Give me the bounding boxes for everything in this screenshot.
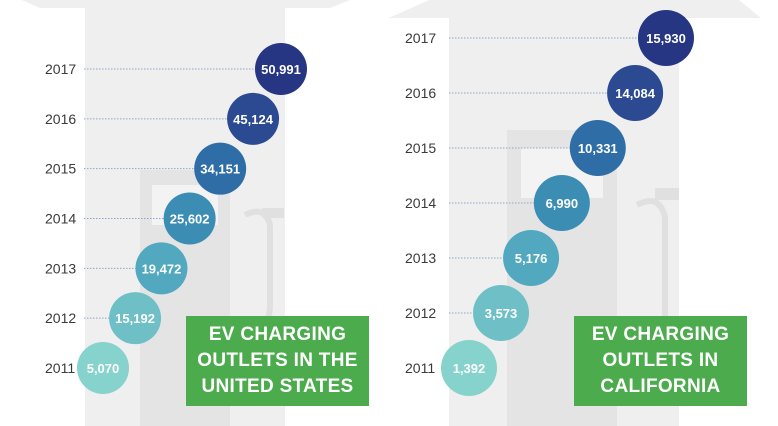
year-label-2014: 2014 [405, 195, 436, 211]
bubble-2017 [638, 10, 694, 66]
year-label-2013: 2013 [405, 250, 436, 266]
year-label-2012: 2012 [45, 310, 76, 326]
year-label-2017: 2017 [405, 30, 436, 46]
badge-line-3: UNITED STATES [201, 376, 354, 397]
bubble-2012 [109, 292, 162, 345]
bubble-2015 [194, 142, 247, 195]
badge-line-2: OUTLETS IN [602, 350, 719, 371]
year-label-2015: 2015 [45, 161, 76, 177]
year-label-2014: 2014 [45, 211, 76, 227]
year-label-2016: 2016 [405, 85, 436, 101]
value-label-2017: 15,930 [646, 31, 686, 46]
bubble-2014 [163, 192, 216, 245]
badge-line-2: OUTLETS IN THE [197, 350, 358, 371]
value-label-2015: 34,151 [200, 162, 240, 177]
bubble-2016 [227, 92, 280, 145]
bubble-2013 [135, 242, 188, 295]
bubble-2011 [77, 342, 129, 394]
value-label-2013: 19,472 [142, 261, 182, 276]
value-label-2013: 5,176 [515, 251, 548, 266]
value-label-2014: 25,602 [170, 212, 210, 227]
california-outlets-chart: 2011 2012 2013 2014 2015 2016 2017 1,392 3,573 5,… [389, 0, 761, 426]
year-label-2016: 2016 [45, 111, 76, 127]
bubble-2017 [255, 43, 307, 95]
value-label-2011: 1,392 [453, 361, 486, 376]
badge-line-1: EV CHARGING [591, 324, 730, 345]
bubble-2012 [473, 285, 530, 341]
bubble-2015 [569, 120, 626, 176]
value-label-2017: 50,991 [261, 62, 301, 77]
california-outlets-panel: 2011 2012 2013 2014 2015 2016 2017 1,392 3,573 5,… [389, 0, 778, 426]
bubble-2011 [441, 340, 497, 396]
value-label-2012: 15,192 [115, 311, 155, 326]
badge-line-1: EV CHARGING [208, 324, 347, 345]
us-title-badge: EV CHARGING OUTLETS IN THE UNITED STATES [186, 316, 369, 406]
bubble-2014 [533, 175, 590, 231]
value-label-2011: 5,070 [87, 361, 120, 376]
year-label-2013: 2013 [45, 260, 76, 276]
california-title-badge: EV CHARGING OUTLETS IN CALIFORNIA [574, 316, 747, 406]
value-label-2012: 3,573 [485, 306, 518, 321]
us-outlets-panel: 2011 2012 2013 2014 2015 2016 2017 5,070 15,192 1… [22, 0, 369, 426]
year-label-2015: 2015 [405, 140, 436, 156]
year-label-2012: 2012 [405, 305, 436, 321]
year-label-2011: 2011 [45, 360, 75, 376]
value-label-2014: 6,990 [546, 196, 579, 211]
badge-line-3: CALIFORNIA [600, 376, 721, 397]
year-label-2017: 2017 [45, 61, 76, 77]
bubble-2013 [503, 230, 560, 286]
year-label-2011: 2011 [405, 360, 435, 376]
bubble-2016 [607, 65, 664, 121]
value-label-2015: 10,331 [578, 141, 618, 156]
value-label-2016: 45,124 [233, 112, 274, 127]
value-label-2016: 14,084 [615, 86, 656, 101]
